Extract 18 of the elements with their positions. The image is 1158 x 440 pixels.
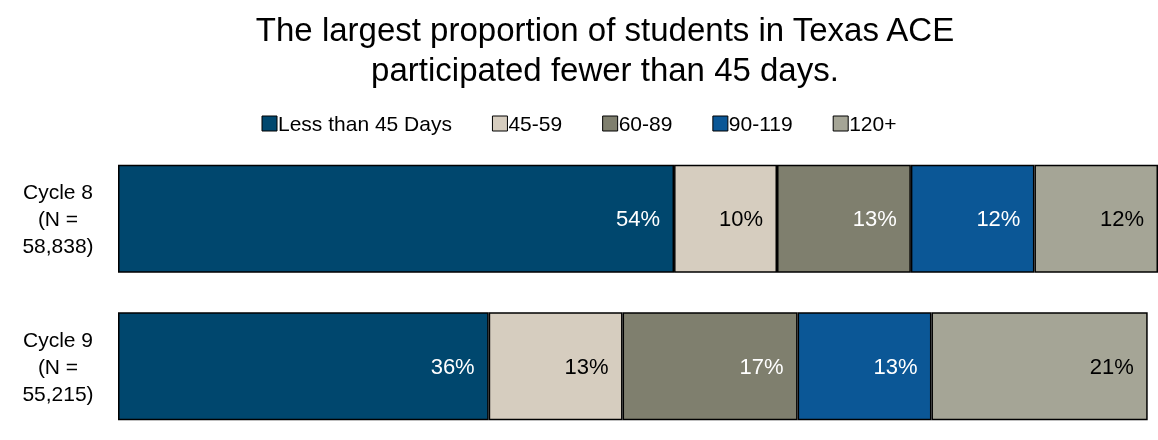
data-label: 13%: [852, 206, 897, 232]
data-label: 12%: [976, 206, 1021, 232]
data-label: 13%: [873, 353, 918, 379]
data-label: 17%: [739, 353, 784, 379]
data-label: 10%: [718, 206, 764, 232]
data-label: 12%: [1099, 206, 1144, 232]
y-tick-label: Cycle 9 (N = 55,215): [22, 327, 94, 405]
legend-label: 90-119: [728, 112, 793, 135]
legend-label: 60-89: [618, 112, 673, 135]
chart-title: The largest proportion of students in Texas ACE participated fewer than 45 days.: [255, 10, 955, 88]
data-label: 54%: [615, 206, 661, 232]
data-label: 21%: [1089, 353, 1134, 379]
legend-label: 120+: [849, 112, 897, 135]
legend-label: Less than 45 Days: [278, 112, 452, 135]
legend-label: 45-59: [508, 112, 563, 135]
data-label: 36%: [430, 353, 475, 379]
y-tick-label: Cycle 8 (N = 58,838): [22, 180, 94, 258]
data-label: 13%: [564, 353, 609, 379]
